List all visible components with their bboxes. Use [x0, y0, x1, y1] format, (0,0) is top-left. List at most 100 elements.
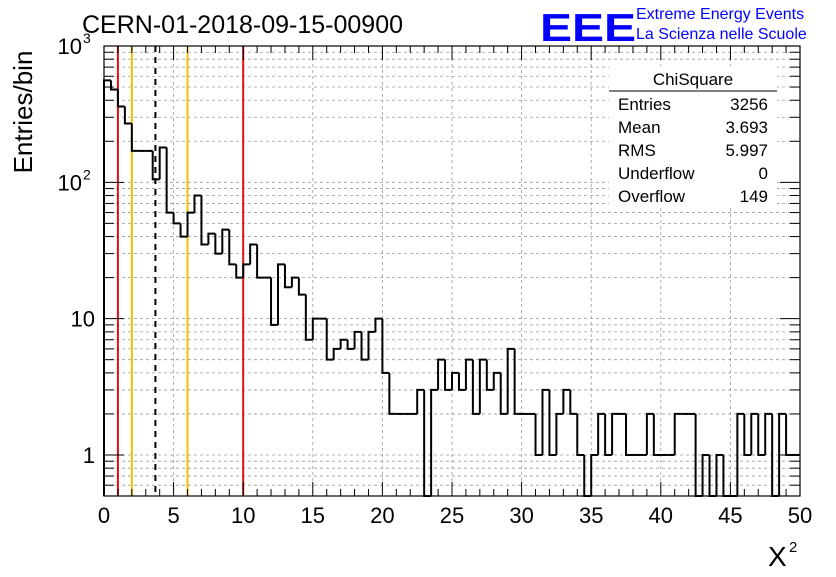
- histogram-bin: [534, 413, 543, 456]
- histogram-bin: [555, 412, 564, 455]
- stats-label-overflow: Overflow: [618, 187, 686, 206]
- histogram-bin: [430, 388, 439, 496]
- histogram-bin: [757, 413, 766, 456]
- x-tick-label: 20: [370, 503, 394, 528]
- histogram-bin: [471, 359, 480, 415]
- histogram-bin: [499, 372, 508, 415]
- x-tick-label: 45: [718, 503, 742, 528]
- histogram-bin: [652, 413, 661, 456]
- histogram-bin: [283, 264, 292, 289]
- y-tick-label-exponent: 2: [83, 166, 91, 182]
- x-tick-label: 30: [509, 503, 533, 528]
- y-tick-label: 10 2: [58, 166, 91, 195]
- histogram-bin: [221, 228, 230, 254]
- histogram-bin: [604, 413, 613, 456]
- histogram-bin: [444, 359, 452, 391]
- logo-subtitle-line2: La Scienza nelle Scuole: [636, 26, 807, 43]
- histogram-bin: [562, 388, 571, 414]
- histogram-bin: [360, 331, 369, 361]
- histogram-bin: [172, 212, 181, 225]
- histogram-bin: [541, 388, 550, 455]
- grid: [104, 46, 800, 496]
- histogram-bin: [569, 389, 578, 415]
- y-tick-label-base: 10: [58, 34, 82, 59]
- stats-label-underflow: Underflow: [618, 164, 695, 183]
- x-tick-label: 50: [788, 503, 812, 528]
- histogram-bin: [701, 453, 710, 496]
- histogram-bin: [186, 211, 195, 237]
- y-tick-label: 10 3: [58, 30, 91, 59]
- y-tick-label: 1: [83, 443, 95, 468]
- histogram-bin: [123, 106, 132, 125]
- histogram-bin: [311, 317, 320, 340]
- x-tick-label: 25: [440, 503, 464, 528]
- run-title: CERN-01-2018-09-15-00900: [82, 11, 403, 39]
- histogram-bin: [785, 413, 794, 456]
- histogram-bin: [381, 318, 390, 374]
- histogram-bin: [290, 276, 299, 288]
- histogram-bin: [242, 263, 251, 278]
- stats-value-underflow: 0: [759, 164, 768, 183]
- stats-label-mean: Mean: [618, 118, 661, 137]
- x-tick-label: 5: [167, 503, 179, 528]
- histogram-bin: [339, 338, 348, 349]
- histogram-bin: [151, 150, 160, 181]
- histogram-bin: [109, 80, 118, 91]
- stats-value-mean: 3.693: [725, 118, 768, 137]
- logo-subtitle-line1: Extreme Energy Events: [636, 6, 804, 23]
- histogram-bin: [193, 194, 202, 213]
- histogram-bin: [457, 372, 466, 391]
- histogram-bin: [332, 347, 341, 360]
- histogram-bin: [597, 412, 606, 455]
- x-tick-label: 10: [231, 503, 255, 528]
- histogram-bin: [165, 147, 174, 214]
- histogram-bin: [492, 371, 501, 390]
- histogram-bin: [416, 388, 425, 414]
- histogram-bin: [116, 89, 125, 108]
- histogram-bin: [130, 123, 139, 152]
- histogram-bin: [200, 195, 209, 246]
- histogram-bin: [235, 264, 244, 279]
- histogram-bin: [743, 413, 752, 456]
- x-axis-label-exponent: 2: [789, 539, 797, 556]
- histogram-bin: [513, 348, 522, 415]
- histogram-bin: [297, 277, 306, 296]
- histogram-bin: [451, 371, 459, 390]
- histogram-bin: [277, 263, 285, 325]
- histogram-bin: [625, 413, 633, 456]
- y-tick-label-exponent: 3: [83, 30, 91, 46]
- eee-logo: EEE: [540, 6, 636, 50]
- histogram-bin: [750, 412, 759, 455]
- histogram-series: [103, 79, 800, 497]
- histogram-bin: [214, 233, 223, 255]
- histogram-bin: [249, 243, 258, 265]
- histogram-bin: [764, 412, 773, 455]
- histogram-bin: [423, 389, 432, 497]
- histogram-bin: [374, 317, 383, 332]
- stats-box-title: ChiSquare: [653, 70, 733, 89]
- histogram-bin: [478, 358, 487, 414]
- histogram-bin: [464, 358, 473, 390]
- histogram-bin: [103, 79, 111, 496]
- histogram-bin: [367, 330, 376, 360]
- histogram-bin: [158, 146, 167, 180]
- reference-lines: [116, 46, 245, 496]
- histogram-bin: [611, 412, 620, 455]
- histogram-bin: [388, 372, 397, 415]
- y-tick-label-base: 10: [58, 170, 82, 195]
- stats-value-rms: 5.997: [725, 141, 768, 160]
- histogram-bin: [325, 318, 334, 361]
- histogram-bin: [576, 413, 585, 456]
- histogram-bin: [645, 412, 654, 455]
- histogram-bin: [270, 277, 278, 326]
- stats-box-background: [609, 66, 777, 206]
- x-tick-label: 0: [98, 503, 110, 528]
- histogram-bin: [485, 359, 494, 391]
- stats-value-overflow: 149: [740, 187, 768, 206]
- histogram-bin: [304, 294, 313, 341]
- x-axis-label-base: X: [768, 541, 787, 572]
- x-tick-label: 15: [301, 503, 325, 528]
